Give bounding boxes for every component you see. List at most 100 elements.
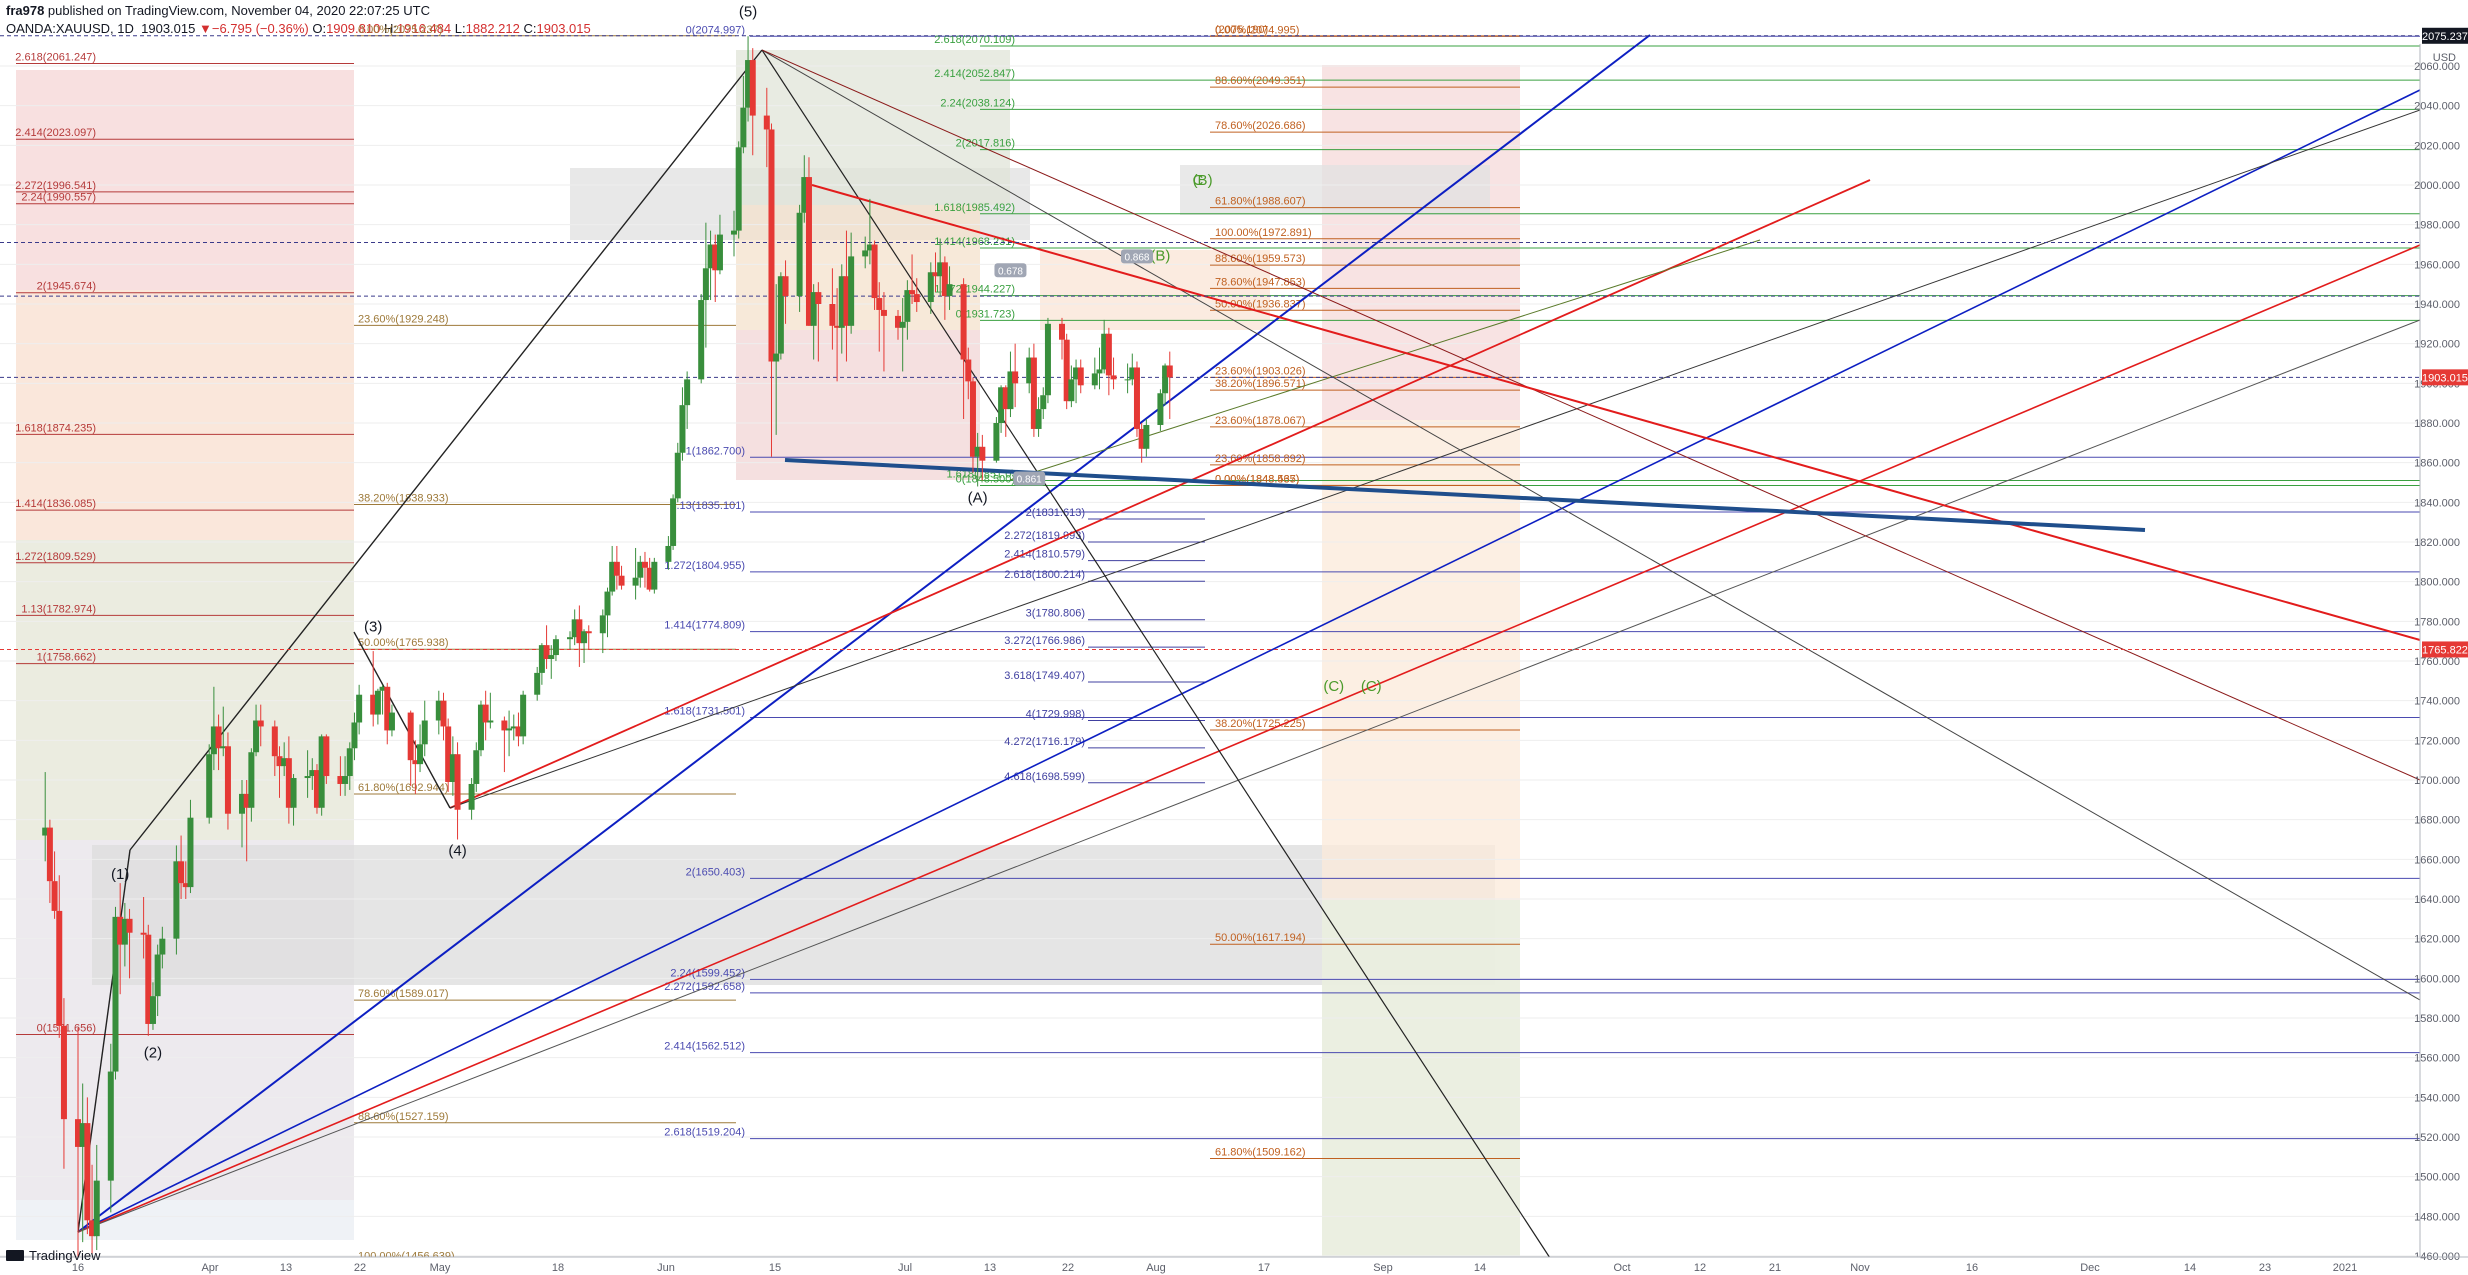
candle-body [777,276,784,354]
price-tick-label: 1880.000 [2414,418,2460,430]
candle-body [782,276,789,297]
price-tick-label: 1480.000 [2414,1211,2460,1223]
candle-body [1096,369,1103,374]
fib-level-label: 0(1931.723) [956,308,1015,320]
candle-body [1035,409,1042,429]
candle-body [937,262,944,277]
candle-body [224,746,231,814]
candle-body [388,712,395,731]
candle-body [520,694,527,737]
price-tick-label: 1860.000 [2414,458,2460,470]
fib-level-label: 50.00%(1617.194) [1215,932,1306,944]
candle-body [440,700,447,727]
price-tick-label: 1640.000 [2414,894,2460,906]
candle-body [1063,339,1070,402]
candle-body [1012,371,1019,384]
candle-body [1073,367,1080,380]
tradingview-logo-icon [6,1250,24,1261]
candle-body [745,60,752,108]
candle-body [805,177,812,326]
price-tick-label: 1980.000 [2414,220,2460,232]
fib-level-label: 38.20%(1725.225) [1215,718,1306,730]
candle-body [604,591,611,616]
elliott-wave-label: (3) [364,618,382,635]
candle-body [834,325,841,328]
fib-level-label: 4.272(1716.179) [1004,736,1085,748]
time-tick-label: 21 [1769,1262,1781,1274]
candle-body [876,298,883,310]
time-axis[interactable]: 16 Apr 13 22 May 18 Jun 15 Jul 13 22 Aug 17 Sep 14 Oct 1… [0,1256,2468,1275]
fib-zone [736,50,1010,205]
candle-body [1059,323,1065,340]
publish-info: published on TradingView.com, November 0… [44,3,430,18]
candle-body [567,637,573,640]
ratio-badge [994,263,1027,278]
candle-body [42,827,49,836]
price-tick-label: 1660.000 [2414,854,2460,866]
candle-body [1040,395,1047,410]
price-tick-label: 1740.000 [2414,696,2460,708]
symbol-name[interactable]: OANDA:XAUUSD, 1D [6,21,134,36]
price-tick-label: 1760.000 [2414,656,2460,668]
candle-body [84,1123,91,1221]
fib-level-label: 88.60%(1527.159) [358,1111,449,1123]
trendline [761,49,2421,1001]
high-label: H: [383,21,397,36]
currency-label: USD [2433,52,2456,64]
trendline [77,34,1651,1233]
candle-body [1026,357,1033,384]
candle-body [1101,333,1108,370]
candle-body [749,60,756,116]
candle-body [702,268,709,301]
candle-body [698,300,705,380]
price-tick-label: 1940.000 [2414,299,2460,311]
candle-body [871,244,878,299]
fib-level-label: 3.618(1749.407) [1004,670,1085,682]
candle-body [552,639,559,656]
tradingview-logo[interactable]: TradingView [6,1248,101,1263]
candle-body [1068,379,1075,402]
candle-body [285,758,292,808]
price-tick-label: 1960.000 [2414,259,2460,271]
time-tick-label: 16 [1966,1262,1978,1274]
fib-level-label: 61.80%(1509.162) [1215,1146,1306,1158]
candle-body [838,276,845,328]
fib-level-label: 88.60%(2049.351) [1215,75,1306,87]
fib-level-label: 50.00%(1936.837) [1215,298,1306,310]
trendlines-layer [0,34,2421,1259]
low-label: L: [454,21,466,36]
fib-level-label: 61.80%(1692.944) [358,782,449,794]
fib-level-label: 1.618(1874.235) [15,422,96,434]
price-tick-label: 1720.000 [2414,735,2460,747]
price-tick-label: 2020.000 [2414,140,2460,152]
candle-body [384,686,391,731]
high-value: 1916.484 [396,21,452,36]
elliott-wave-label: (B) [1193,172,1213,189]
elliott-wave-label: (2) [144,1045,162,1062]
candle-body [407,712,414,761]
time-tick-label: May [430,1262,451,1274]
fib-level-label: 1.272(1809.529) [15,551,96,563]
price-axis[interactable]: USD1460.0001480.0001500.0001520.0001540.… [2414,27,2468,1263]
candle-body [927,272,934,303]
fib-zone [1040,250,1270,330]
candle-body [679,405,686,453]
candle-body [815,292,822,304]
time-tick-label: 13 [984,1262,996,1274]
time-tick-label: Jul [898,1262,912,1274]
candle-body [1166,365,1173,378]
candle-body [182,883,189,888]
candle-body [576,619,583,644]
author-name[interactable]: fra978 [6,3,45,18]
fib-level-label: 2(1650.403) [686,866,745,878]
fib-level-label: 2.24(1599.452) [670,967,745,979]
candle-body [154,954,161,997]
candle-body [810,292,817,326]
candle-body [1143,424,1150,449]
candle-body [1044,323,1051,396]
time-tick-label: Dec [2080,1262,2100,1274]
candle-body [318,736,325,808]
candle-body [665,545,672,562]
elliott-wave-label: (A) [968,489,988,506]
